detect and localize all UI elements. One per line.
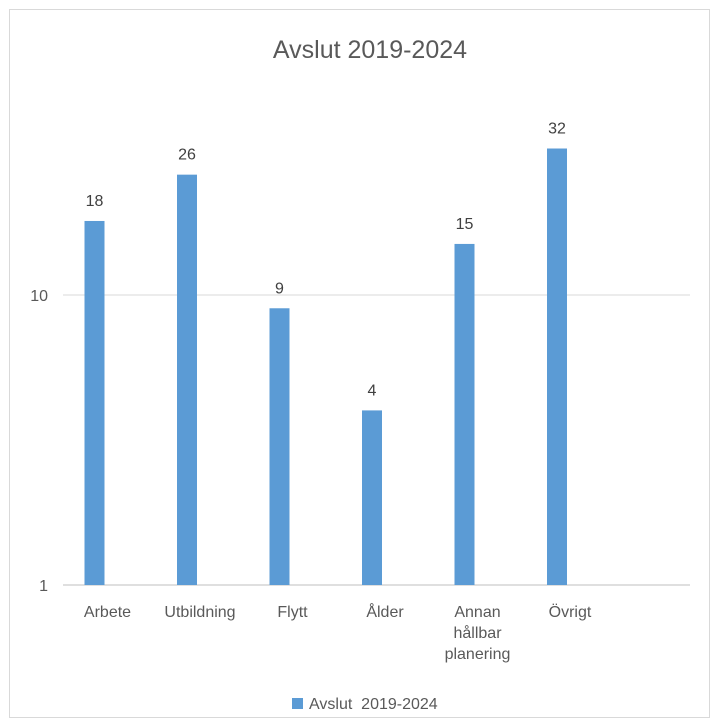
x-tick-label: Övrigt [549,603,592,621]
x-tick-label: planering [445,646,511,663]
data-label: 15 [456,216,474,233]
y-tick-label: 1 [39,578,48,595]
bar [84,220,105,585]
x-tick-label: Flytt [277,604,308,621]
data-label: 4 [368,382,377,399]
chart-title: Avslut 2019-2024 [273,36,467,64]
x-tick-label: Ålder [366,602,404,621]
x-tick-label: hållbar [453,624,502,642]
bar [454,243,475,585]
bar [269,308,290,585]
bar [547,148,567,585]
x-tick-label: Arbete [84,604,131,621]
legend-swatch [292,698,303,709]
x-tick-label: Annan [454,604,500,621]
x-tick-label: Utbildning [164,604,235,621]
bar [362,410,382,585]
data-label: 18 [86,193,104,210]
data-label: 32 [548,121,566,138]
data-label: 9 [275,280,284,297]
y-tick-label: 10 [30,288,48,305]
chart-frame [9,9,710,718]
bar [177,174,197,586]
data-label: 26 [178,147,196,164]
legend-label: Avslut 2019-2024 [309,696,438,713]
